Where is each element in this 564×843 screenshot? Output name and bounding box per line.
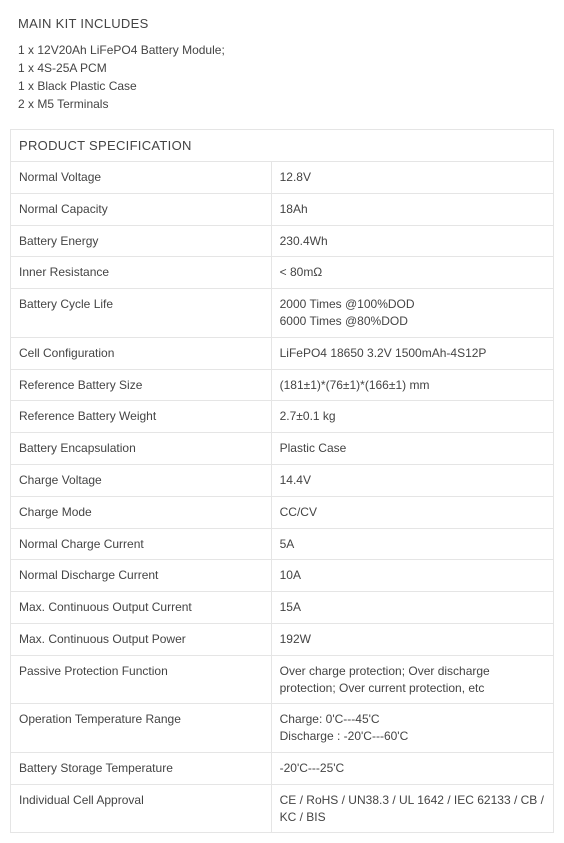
spec-label: Battery Storage Temperature: [11, 752, 272, 784]
spec-label: Reference Battery Weight: [11, 401, 272, 433]
spec-row: Charge ModeCC/CV: [11, 496, 554, 528]
spec-row: Reference Battery Weight2.7±0.1 kg: [11, 401, 554, 433]
spec-value: 18Ah: [271, 193, 553, 225]
spec-label: Battery Encapsulation: [11, 433, 272, 465]
kit-includes-list: 1 x 12V20Ah LiFePO4 Battery Module;1 x 4…: [10, 37, 554, 129]
spec-value: 230.4Wh: [271, 225, 553, 257]
spec-row: Inner Resistance< 80mΩ: [11, 257, 554, 289]
spec-value: Over charge protection; Over discharge p…: [271, 655, 553, 704]
spec-label: Normal Charge Current: [11, 528, 272, 560]
spec-header: PRODUCT SPECIFICATION: [11, 130, 554, 162]
kit-item: 1 x 12V20Ah LiFePO4 Battery Module;: [18, 41, 546, 59]
spec-row: Normal Capacity18Ah: [11, 193, 554, 225]
spec-value: 12.8V: [271, 162, 553, 194]
spec-row: Individual Cell ApprovalCE / RoHS / UN38…: [11, 784, 554, 833]
spec-row: Charge Voltage14.4V: [11, 464, 554, 496]
spec-value: 10A: [271, 560, 553, 592]
spec-value: -20'C---25'C: [271, 752, 553, 784]
spec-value: CE / RoHS / UN38.3 / UL 1642 / IEC 62133…: [271, 784, 553, 833]
spec-row: Reference Battery Size(181±1)*(76±1)*(16…: [11, 369, 554, 401]
spec-label: Normal Voltage: [11, 162, 272, 194]
spec-label: Max. Continuous Output Current: [11, 592, 272, 624]
spec-label: Operation Temperature Range: [11, 704, 272, 753]
spec-label: Normal Discharge Current: [11, 560, 272, 592]
spec-value: 2000 Times @100%DOD6000 Times @80%DOD: [271, 289, 553, 338]
spec-value: 5A: [271, 528, 553, 560]
spec-row: Normal Voltage12.8V: [11, 162, 554, 194]
kit-item: 2 x M5 Terminals: [18, 95, 546, 113]
spec-row: Battery Storage Temperature-20'C---25'C: [11, 752, 554, 784]
spec-row: Passive Protection FunctionOver charge p…: [11, 655, 554, 704]
spec-label: Normal Capacity: [11, 193, 272, 225]
spec-row: Operation Temperature RangeCharge: 0'C--…: [11, 704, 554, 753]
spec-row: Battery Energy230.4Wh: [11, 225, 554, 257]
spec-label: Individual Cell Approval: [11, 784, 272, 833]
spec-label: Max. Continuous Output Power: [11, 623, 272, 655]
spec-value: CC/CV: [271, 496, 553, 528]
spec-label: Charge Voltage: [11, 464, 272, 496]
kit-item: 1 x 4S-25A PCM: [18, 59, 546, 77]
spec-value: 14.4V: [271, 464, 553, 496]
spec-label: Passive Protection Function: [11, 655, 272, 704]
spec-label: Inner Resistance: [11, 257, 272, 289]
spec-value: Plastic Case: [271, 433, 553, 465]
kit-item: 1 x Black Plastic Case: [18, 77, 546, 95]
spec-label: Cell Configuration: [11, 337, 272, 369]
spec-value: < 80mΩ: [271, 257, 553, 289]
spec-label: Reference Battery Size: [11, 369, 272, 401]
spec-row: Battery EncapsulationPlastic Case: [11, 433, 554, 465]
spec-value: (181±1)*(76±1)*(166±1) mm: [271, 369, 553, 401]
spec-row: Normal Charge Current5A: [11, 528, 554, 560]
spec-row: Max. Continuous Output Power192W: [11, 623, 554, 655]
spec-value: 192W: [271, 623, 553, 655]
spec-row: Battery Cycle Life2000 Times @100%DOD600…: [11, 289, 554, 338]
spec-row: Max. Continuous Output Current15A: [11, 592, 554, 624]
spec-row: Normal Discharge Current10A: [11, 560, 554, 592]
spec-value: LiFePO4 18650 3.2V 1500mAh-4S12P: [271, 337, 553, 369]
spec-row: Cell ConfigurationLiFePO4 18650 3.2V 150…: [11, 337, 554, 369]
spec-value: 2.7±0.1 kg: [271, 401, 553, 433]
spec-label: Battery Cycle Life: [11, 289, 272, 338]
spec-value: Charge: 0'C---45'CDischarge : -20'C---60…: [271, 704, 553, 753]
spec-label: Charge Mode: [11, 496, 272, 528]
spec-label: Battery Energy: [11, 225, 272, 257]
kit-includes-header: MAIN KIT INCLUDES: [10, 10, 554, 37]
spec-value: 15A: [271, 592, 553, 624]
spec-table: PRODUCT SPECIFICATION Normal Voltage12.8…: [10, 129, 554, 833]
